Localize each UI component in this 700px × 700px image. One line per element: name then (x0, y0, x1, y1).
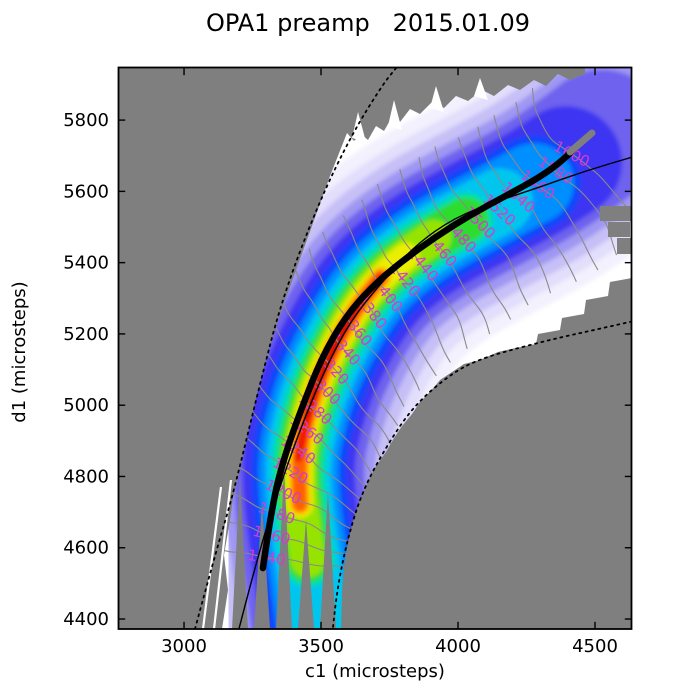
axes-frame-and-ticks: 3000 3500 4000 4500 4400 4600 4800 5000 5200 5400… (63, 66, 633, 657)
contour-line-1520 (457, 137, 552, 294)
masked-wedge-2 (276, 468, 292, 629)
white-spike-2 (430, 86, 444, 112)
masked-patch-2 (617, 238, 632, 254)
contour-line-1460 (399, 169, 491, 335)
white-sliver-1 (212, 479, 233, 629)
contour-line-1540 (477, 126, 577, 282)
contour-line-1420 (361, 199, 451, 363)
masked-wedge-3 (298, 520, 314, 629)
masked-patch-0 (600, 206, 632, 221)
white-spike-1 (388, 100, 402, 130)
y-tick-label: 5000 (63, 395, 109, 416)
y-tick-label: 4400 (63, 609, 109, 630)
x-tick-label: 3500 (298, 636, 344, 657)
contour-line-1600 (531, 87, 632, 216)
y-tick-label: 5400 (63, 253, 109, 274)
measured-tuning-curve (259, 141, 582, 572)
x-tick-label: 3000 (161, 636, 207, 657)
masked-lower-right (341, 278, 632, 629)
contour-line-1240 (233, 390, 377, 512)
contour-line-1380 (322, 231, 421, 391)
contour-line-1220 (222, 416, 372, 526)
contour-line-1400 (342, 215, 437, 377)
fit-tuning-curve (238, 156, 632, 629)
contour-line-1360 (308, 248, 405, 407)
contour-line-1280 (257, 341, 379, 482)
contour-line-1440 (376, 183, 468, 349)
white-spike-0 (352, 112, 366, 142)
masked-wedge-4 (320, 492, 336, 629)
plot-title: OPA1 preamp 2015.01.09 (206, 9, 530, 37)
contour-line-1560 (493, 115, 599, 271)
y-axis-label: d1 (microsteps) (9, 281, 30, 422)
x-tick-label: 4500 (572, 636, 618, 657)
contour-line-1500 (434, 146, 529, 306)
tuning-curves (238, 129, 632, 629)
y-tick-label: 4800 (63, 466, 109, 487)
plot-area: 1140116011801200122012401260128013001320… (118, 67, 632, 629)
y-tick-label: 5200 (63, 324, 109, 345)
white-sliver-0 (201, 486, 223, 629)
white-spike-3 (474, 78, 488, 100)
y-tick-label: 5600 (63, 181, 109, 202)
x-tick-label: 4000 (435, 636, 481, 657)
axes-frame (117, 66, 633, 630)
contour-line-1340 (294, 269, 399, 426)
contour-line-1480 (418, 156, 512, 320)
y-tick-label: 4600 (63, 538, 109, 559)
x-axis-label: c1 (microsteps) (305, 661, 445, 682)
masked-wedge-0 (232, 478, 248, 629)
contour-line-1260 (241, 365, 380, 497)
masked-gray-region (118, 68, 632, 629)
masked-upper-left (118, 68, 585, 629)
contour-line-1320 (277, 291, 392, 445)
masked-patch-1 (608, 222, 630, 237)
y-tick-label: 5800 (63, 110, 109, 131)
contour-line-1300 (269, 316, 384, 465)
curve-tip-gray (566, 129, 596, 156)
masked-wedge-5 (342, 542, 358, 629)
